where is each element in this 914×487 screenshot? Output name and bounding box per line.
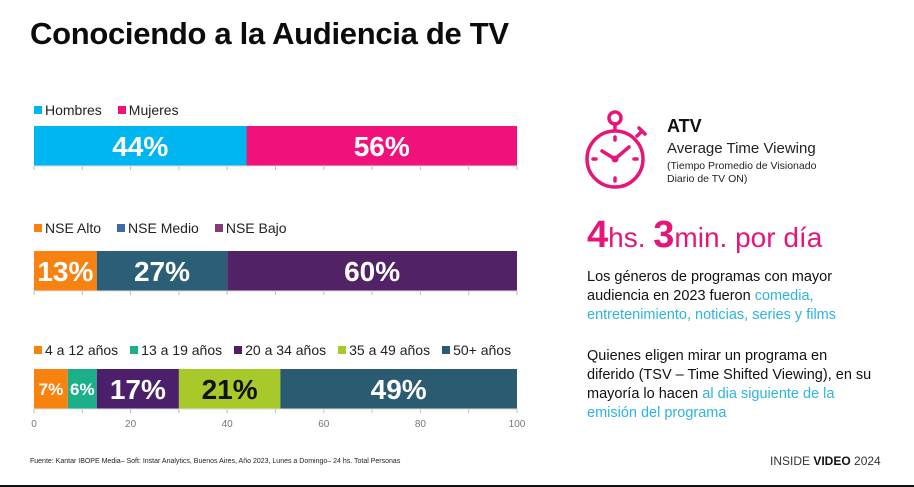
genres-text: Los géneros de programas con mayor audie… — [587, 269, 833, 304]
bar-segment — [34, 369, 68, 409]
atv-subtitle: Average Time Viewing — [667, 140, 816, 157]
page-title: Conociendo a la Audiencia de TV — [30, 16, 509, 51]
x-tick-label: 80 — [415, 419, 427, 430]
data-label: 27% — [134, 256, 190, 287]
data-label: 60% — [344, 256, 400, 287]
data-label: 13% — [37, 256, 93, 287]
source-footnote: Fuente: Kantar IBOPE Media– Soft: Instar… — [30, 458, 401, 465]
brand-bold: VIDEO — [813, 454, 851, 468]
legend-item: 4 a 12 años — [34, 342, 118, 358]
legend-label: NSE Alto — [45, 220, 102, 236]
legend-item: 20 a 34 años — [234, 342, 326, 358]
legend-item: 50+ años — [442, 342, 511, 358]
legend-label: 20 a 34 años — [245, 342, 327, 358]
genres-highlight: comedia, entretenimiento, noticias, seri… — [587, 288, 837, 323]
bar-segment — [96, 369, 179, 409]
atv-value: 4hs. 3min. por día — [587, 214, 822, 257]
legend-label: 4 a 12 años — [45, 342, 119, 358]
x-tick-label: 60 — [318, 419, 330, 430]
legend-item: Hombres — [34, 102, 102, 118]
bar-segment — [227, 251, 517, 291]
x-tick-label: 0 — [31, 419, 37, 430]
legend-item: 13 a 19 años — [130, 342, 222, 358]
legend-label: 35 a 49 años — [349, 342, 431, 358]
hours-unit: hs. — [608, 222, 646, 253]
brand-logo: INSIDE VIDEO 2024 — [770, 454, 881, 468]
legend-label: 50+ años — [453, 342, 512, 358]
bar-segment — [34, 251, 97, 291]
legend-swatch — [442, 346, 451, 354]
tsv-highlight: al dia siguiente de la emisión del progr… — [587, 386, 835, 421]
legend-swatch — [34, 346, 42, 354]
bar-segment — [280, 369, 517, 409]
data-label: 56% — [354, 131, 410, 162]
stopwatch-icon — [585, 110, 647, 189]
legend-swatch — [214, 224, 223, 232]
legend-age: 4 a 12 años 13 a 19 años 20 a 34 años 35… — [34, 342, 511, 358]
brand-prefix: INSIDE — [770, 454, 814, 468]
data-label: 7% — [39, 380, 64, 399]
legend-label: 13 a 19 años — [141, 342, 223, 358]
legend-label: NSE Bajo — [225, 220, 287, 236]
legend-item: NSE Bajo — [214, 220, 287, 236]
legend-gender: Hombres Mujeres — [34, 102, 179, 118]
data-label: 49% — [371, 374, 427, 405]
legend-swatch — [34, 106, 42, 114]
x-tick-label: 20 — [125, 419, 137, 430]
tsv-paragraph: Quienes eligen mirar un programa en dife… — [587, 347, 877, 423]
genres-paragraph: Los géneros de programas con mayor audie… — [587, 268, 877, 325]
legend-item: 35 a 49 años — [338, 342, 430, 358]
bar-segment — [96, 251, 228, 291]
legend-label: Hombres — [45, 102, 102, 118]
legend-swatch — [234, 346, 243, 354]
data-label: 6% — [70, 380, 95, 399]
legend-swatch — [117, 224, 126, 232]
legend-label: NSE Medio — [128, 220, 199, 236]
bar-segment — [246, 126, 517, 166]
bottom-divider — [0, 485, 914, 487]
atv-note: (Tiempo Promedio de Visionado Diario de … — [667, 160, 817, 185]
atv-title: ATV — [667, 116, 702, 136]
legend-swatch — [34, 224, 42, 232]
hours-value: 4 — [587, 214, 609, 256]
data-label: 17% — [110, 374, 166, 405]
x-tick-label: 40 — [222, 419, 234, 430]
legend-label: Mujeres — [128, 102, 179, 118]
tsv-text: Quienes eligen mirar un programa en dife… — [587, 348, 872, 402]
stacked-bar-charts: 44% 56% 13% 27% 60% 7% 6% 17% 21% 49% 0 20 40 60 80 100 — [31, 126, 526, 430]
minutes-value: 3 — [653, 214, 675, 256]
brand-suffix: 2024 — [850, 454, 881, 468]
x-tick-label: 100 — [509, 419, 526, 430]
bar-segment — [34, 126, 247, 166]
legend-nse: NSE Alto NSE Medio NSE Bajo — [34, 220, 287, 236]
legend-item: NSE Medio — [117, 220, 199, 236]
legend-item: NSE Alto — [34, 220, 101, 236]
legend-swatch — [338, 346, 347, 354]
data-label: 44% — [112, 131, 168, 162]
legend-item: Mujeres — [117, 102, 179, 118]
data-label: 21% — [202, 374, 258, 405]
legend-swatch — [117, 106, 126, 114]
legend-swatch — [130, 346, 139, 354]
bar-segment — [178, 369, 281, 409]
bar-segment — [67, 369, 97, 409]
minutes-unit: min. por día — [674, 222, 823, 253]
